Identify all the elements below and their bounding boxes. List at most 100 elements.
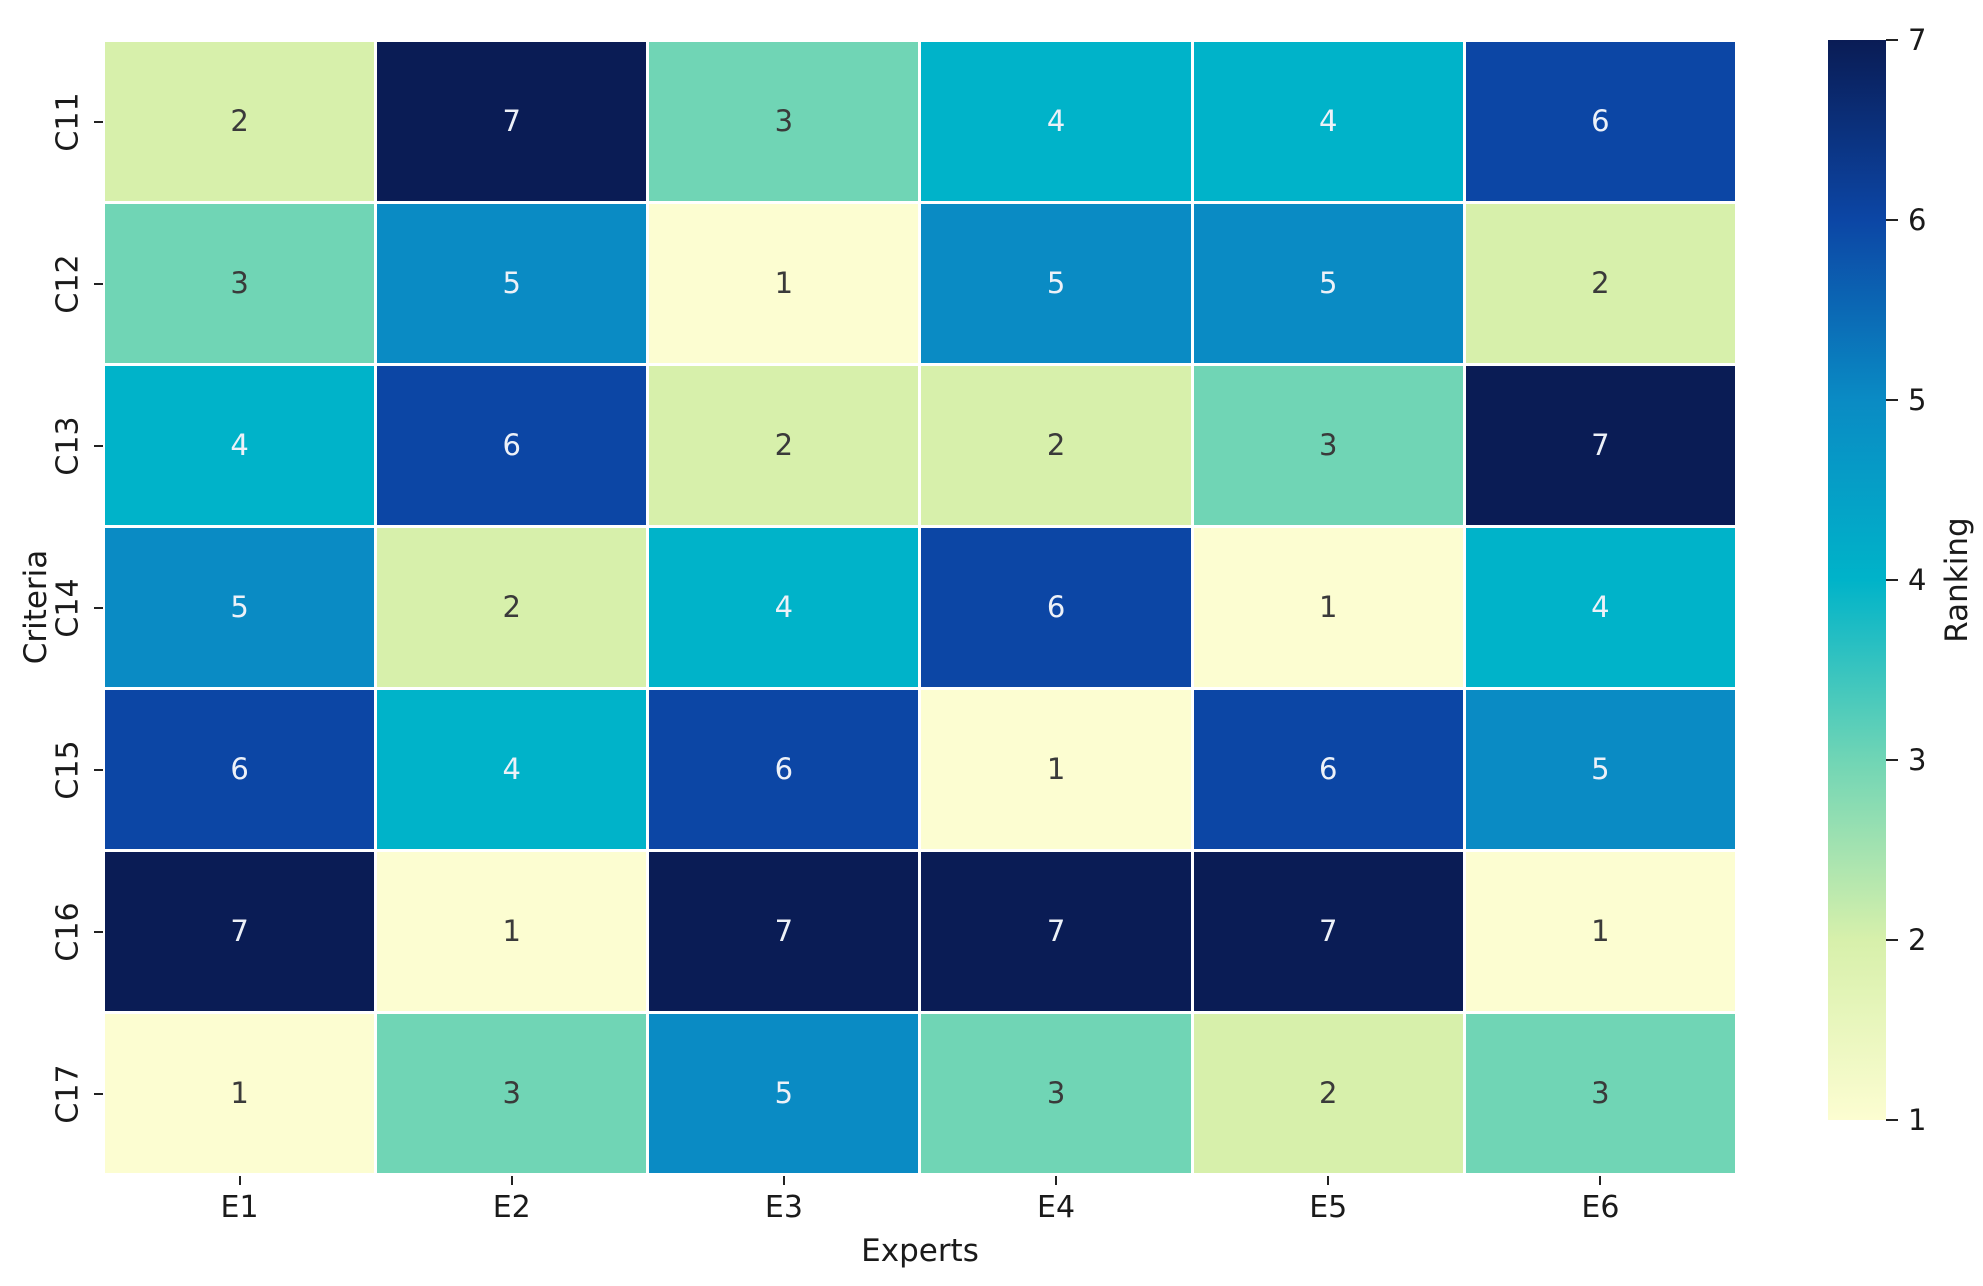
heatmap-cell-C12-E4: 5 (921, 204, 1191, 363)
heatmap-cell-C11-E6: 6 (1465, 42, 1735, 201)
colorbar-tick-mark (1886, 759, 1898, 761)
xtick-label-E6: E6 (1581, 1190, 1620, 1225)
xtick-mark (782, 1176, 785, 1185)
heatmap-cell-C17-E2: 3 (377, 1014, 647, 1173)
cell-value: 3 (774, 104, 794, 138)
heatmap-cell-C15-E6: 5 (1465, 690, 1735, 849)
cell-value: 4 (1046, 104, 1066, 138)
cell-value: 2 (774, 428, 794, 462)
cell-value: 5 (1591, 752, 1610, 786)
heatmap-cell-C14-E4: 6 (921, 528, 1191, 687)
cell-value: 6 (1591, 104, 1610, 138)
colorbar-tick-label-3: 3 (1908, 743, 1927, 777)
xtick-label-E2: E2 (492, 1190, 531, 1225)
xtick-mark (510, 1176, 513, 1185)
colorbar-tick-mark (1886, 219, 1898, 221)
heatmap-cell-C11-E1: 2 (105, 42, 375, 201)
heatmap-cell-C14-E6: 4 (1465, 528, 1735, 687)
heatmap-cell-C13-E4: 2 (921, 366, 1191, 525)
heatmap-cell-C11-E4: 4 (921, 42, 1191, 201)
cell-value: 6 (774, 752, 794, 786)
ytick-label-C15: C15 (50, 739, 86, 800)
cell-value: 3 (502, 1076, 521, 1110)
xtick-mark (238, 1176, 241, 1185)
cell-value: 1 (774, 266, 794, 300)
cell-value: 6 (1319, 752, 1338, 786)
ytick-label-C11: C11 (50, 91, 86, 152)
y-axis-title: Criteria (18, 549, 54, 665)
cell-value: 4 (230, 428, 249, 462)
heatmap-cell-C12-E1: 3 (105, 204, 375, 363)
heatmap-cell-C16-E4: 7 (921, 852, 1191, 1011)
xtick-label-E3: E3 (764, 1190, 803, 1225)
cell-value: 6 (230, 752, 249, 786)
heatmap-cell-C14-E2: 2 (377, 528, 647, 687)
cell-value: 3 (1319, 428, 1338, 462)
colorbar-tick-mark (1886, 399, 1898, 401)
heatmap-cell-C16-E5: 7 (1193, 852, 1463, 1011)
colorbar-tick-mark (1886, 39, 1898, 41)
heatmap-cell-C16-E6: 1 (1465, 852, 1735, 1011)
heatmap-cell-C11-E2: 7 (377, 42, 647, 201)
colorbar-title: Ranking (1939, 517, 1975, 643)
heatmap-cell-C16-E1: 7 (105, 852, 375, 1011)
ytick-mark (94, 1092, 103, 1095)
heatmap-cell-C15-E2: 4 (377, 690, 647, 849)
ytick-mark (94, 282, 103, 285)
heatmap-cell-C12-E3: 1 (649, 204, 919, 363)
cell-value: 5 (1319, 266, 1338, 300)
cell-value: 5 (1046, 266, 1066, 300)
cell-value: 7 (1591, 428, 1610, 462)
heatmap-cell-C16-E3: 7 (649, 852, 919, 1011)
heatmap-cell-C17-E1: 1 (105, 1014, 375, 1173)
heatmap-cell-C11-E5: 4 (1193, 42, 1463, 201)
cell-value: 2 (1046, 428, 1066, 462)
x-axis-title: Experts (861, 1233, 979, 1269)
colorbar-tick-label-4: 4 (1908, 563, 1927, 597)
ytick-mark (94, 930, 103, 933)
cell-value: 7 (502, 104, 521, 138)
cell-value: 2 (1591, 266, 1610, 300)
ytick-mark (94, 768, 103, 771)
colorbar-tick-mark (1886, 579, 1898, 581)
cell-value: 2 (1319, 1076, 1338, 1110)
xtick-label-E1: E1 (220, 1190, 259, 1225)
colorbar-tick-label-6: 6 (1908, 203, 1927, 237)
colorbar-gradient (1828, 40, 1886, 1120)
ytick-label-C17: C17 (50, 1063, 86, 1124)
heatmap-cell-C13-E5: 3 (1193, 366, 1463, 525)
colorbar-tick-label-2: 2 (1908, 923, 1927, 957)
heatmap-cell-C15-E3: 6 (649, 690, 919, 849)
ytick-label-C13: C13 (50, 415, 86, 476)
heatmap-cell-C12-E2: 5 (377, 204, 647, 363)
cell-value: 6 (1046, 590, 1066, 624)
colorbar-tick-label-5: 5 (1908, 383, 1927, 417)
heatmap-cell-C17-E5: 2 (1193, 1014, 1463, 1173)
cell-value: 2 (230, 104, 249, 138)
ytick-label-C16: C16 (50, 901, 86, 962)
colorbar-tick-mark (1886, 1119, 1898, 1121)
cell-value: 3 (1591, 1076, 1610, 1110)
cell-value: 7 (774, 914, 794, 948)
heatmap-cell-C13-E3: 2 (649, 366, 919, 525)
heatmap-cell-C17-E6: 3 (1465, 1014, 1735, 1173)
colorbar-tick-mark (1886, 939, 1898, 941)
cell-value: 7 (1319, 914, 1338, 948)
heatmap-grid: 2 7 3 4 4 6 3 5 1 5 5 2 4 6 2 2 3 7 5 2 4 6 1 4 6 4 6 1 6 5 7 1 7 7 7 1 1 3 5 3… (105, 42, 1735, 1173)
heatmap-cell-C12-E6: 2 (1465, 204, 1735, 363)
xtick-mark (1055, 1176, 1058, 1185)
cell-value: 4 (1319, 104, 1338, 138)
xtick-label-E4: E4 (1037, 1190, 1076, 1225)
cell-value: 7 (1046, 914, 1066, 948)
cell-value: 2 (502, 590, 521, 624)
xtick-mark (1327, 1176, 1330, 1185)
ytick-label-C12: C12 (50, 253, 86, 314)
heatmap-cell-C13-E6: 7 (1465, 366, 1735, 525)
cell-value: 3 (230, 266, 249, 300)
heatmap-cell-C13-E1: 4 (105, 366, 375, 525)
heatmap-cell-C11-E3: 3 (649, 42, 919, 201)
cell-value: 1 (1319, 590, 1338, 624)
cell-value: 1 (1046, 752, 1066, 786)
heatmap-cell-C17-E4: 3 (921, 1014, 1191, 1173)
